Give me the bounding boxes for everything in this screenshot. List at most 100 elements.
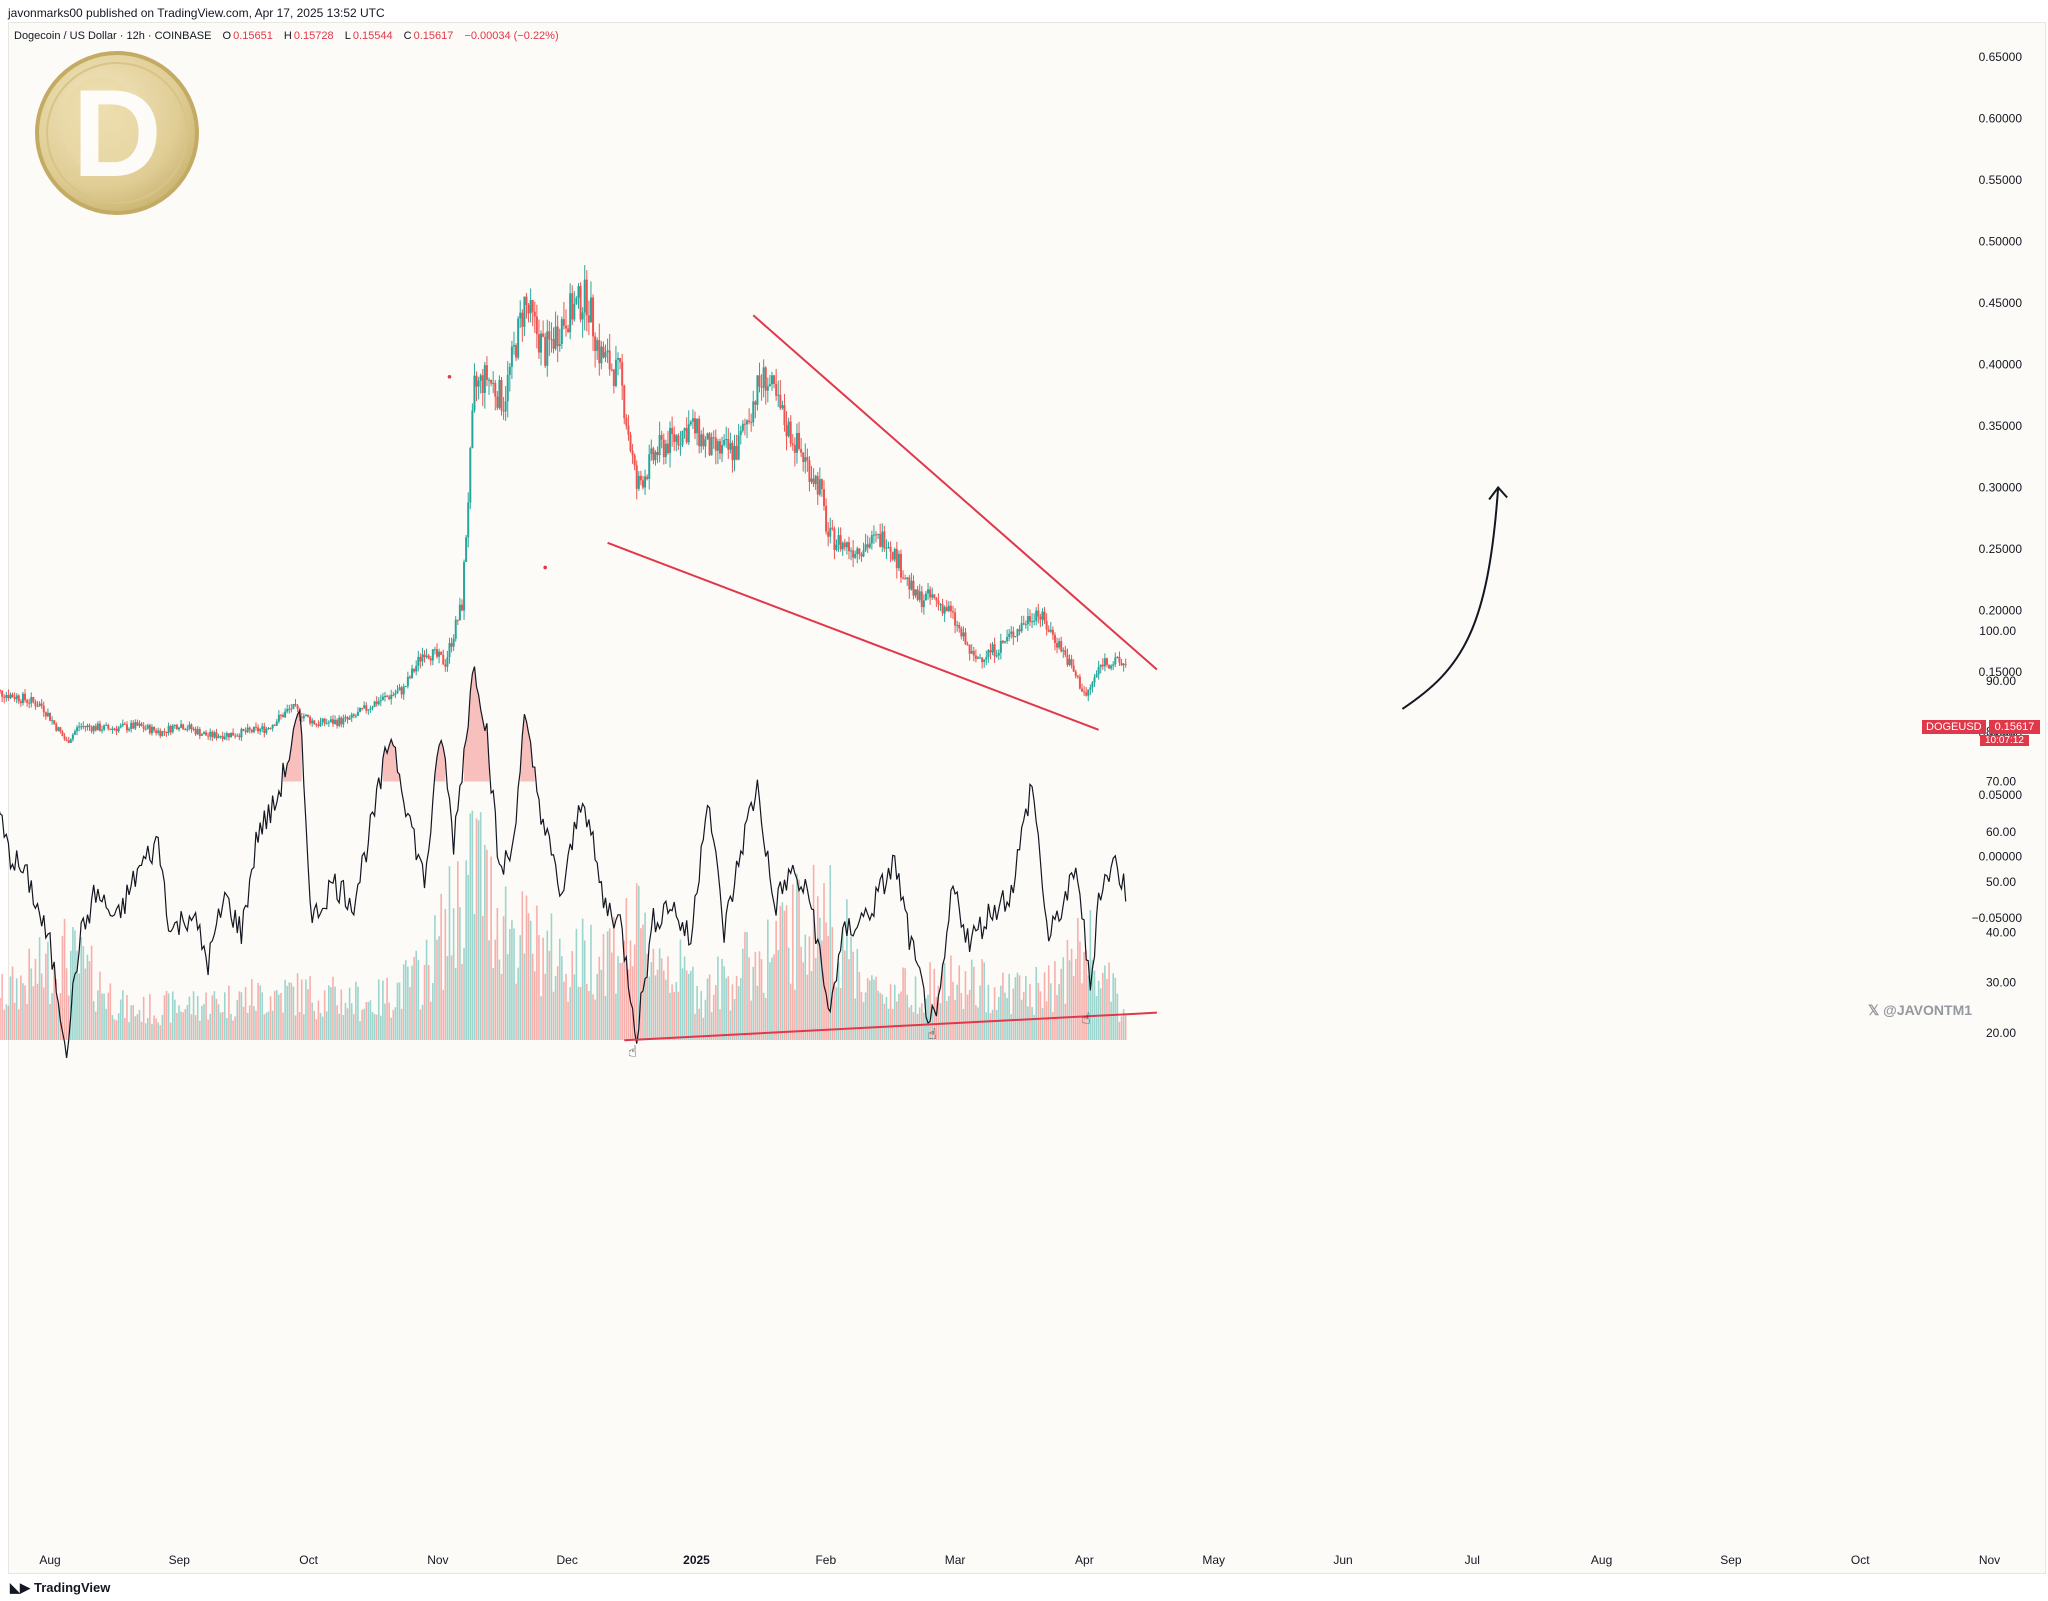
candle-body — [319, 721, 322, 726]
candle-body — [916, 589, 919, 600]
candle-body — [991, 644, 994, 653]
candle-body — [939, 604, 942, 606]
volume-bar — [490, 856, 492, 1040]
volume-bar — [868, 980, 871, 1040]
volume-bar — [554, 975, 557, 1040]
volume-bar — [1014, 977, 1017, 1040]
candle-body — [933, 594, 936, 598]
volume-bar — [816, 896, 819, 1040]
volume-bar — [246, 1012, 249, 1040]
candle-body — [735, 445, 738, 460]
volume-bar — [648, 976, 651, 1040]
volume-bar — [827, 935, 829, 1040]
volume-bar — [939, 1003, 942, 1040]
volume-bar — [36, 983, 39, 1040]
volume-bar — [681, 968, 684, 1040]
candle-body — [423, 654, 426, 658]
candle-body — [419, 656, 422, 662]
candle-body — [365, 705, 368, 711]
candle-body — [1085, 692, 1088, 696]
candle-body — [987, 650, 990, 657]
candle-body — [902, 577, 905, 579]
volume-bar — [97, 990, 99, 1040]
candle-body — [250, 729, 253, 733]
volume-bar — [983, 962, 986, 1040]
candle-body — [885, 547, 888, 549]
volume-bar — [1095, 995, 1098, 1040]
candle-body — [641, 480, 644, 488]
candle-body — [752, 401, 755, 423]
candle-body — [727, 438, 730, 450]
candle-body — [1101, 664, 1104, 667]
candle-body — [190, 724, 193, 730]
legend-symbol[interactable]: Dogecoin / US Dollar · 12h · COINBASE — [14, 30, 212, 42]
volume-bar — [92, 1001, 95, 1040]
candle-body — [458, 604, 461, 621]
candle-body — [639, 475, 642, 481]
volume-bar — [3, 1009, 6, 1040]
price-tick-label: 0.45000 — [1979, 296, 2023, 310]
candle-body — [452, 638, 455, 647]
volume-bar — [209, 1013, 212, 1040]
volume-bar — [402, 964, 405, 1040]
chart-frame[interactable] — [8, 22, 2046, 1574]
candle-body — [178, 727, 180, 730]
candle-body — [188, 724, 191, 729]
candle-body — [92, 725, 95, 732]
volume-bar — [596, 974, 599, 1040]
volume-bar — [844, 950, 846, 1040]
footer[interactable]: ◣▶ TradingView — [10, 1580, 110, 1596]
candles-layer — [0, 265, 1127, 744]
volume-bar — [727, 976, 730, 1040]
volume-bar — [779, 906, 782, 1040]
candle-body — [340, 717, 343, 725]
candle-body — [773, 375, 776, 384]
volume-bar — [323, 990, 326, 1040]
candle-body — [377, 701, 380, 705]
volume-bar — [802, 962, 804, 1040]
candle-body — [960, 628, 963, 637]
volume-bar — [831, 927, 834, 1040]
candle-body — [205, 732, 208, 736]
candle-body — [1028, 616, 1031, 622]
time-tick-label: Nov — [427, 1553, 448, 1567]
volume-bar — [933, 968, 936, 1040]
candle-body — [354, 715, 357, 717]
candle-body — [1043, 611, 1046, 621]
candle-body — [972, 651, 975, 656]
volume-bar — [606, 931, 609, 1040]
volume-bar — [898, 993, 900, 1040]
candle-body — [812, 478, 815, 485]
volume-bar — [496, 907, 499, 1040]
volume-bar — [388, 1002, 390, 1040]
volume-bar — [887, 1008, 890, 1040]
volume-bar — [536, 905, 538, 1040]
candle-body — [109, 728, 112, 730]
candle-body — [535, 316, 538, 335]
volume-bar — [517, 967, 519, 1040]
volume-bar — [608, 928, 611, 1040]
candle-body — [415, 665, 418, 672]
candle-body — [404, 686, 407, 688]
volume-bar — [176, 1012, 178, 1040]
volume-bar — [0, 997, 1, 1040]
volume-bar — [906, 994, 909, 1040]
volume-bar — [660, 958, 663, 1040]
volume-bar — [556, 966, 559, 1040]
volume-bar — [70, 950, 72, 1040]
volume-bar — [577, 986, 580, 1040]
volume-bar — [819, 917, 821, 1040]
projection-arrow — [1401, 487, 1500, 710]
candle-body — [548, 331, 551, 340]
candle-body — [248, 727, 251, 730]
candle-body — [96, 723, 99, 731]
volume-bar — [450, 955, 453, 1040]
candle-body — [282, 715, 285, 718]
volume-bar — [592, 994, 594, 1040]
volume-bar — [217, 1004, 220, 1040]
volume-bar — [138, 1009, 141, 1040]
candle-body — [631, 450, 634, 456]
candle-body — [741, 423, 744, 431]
candle-body — [367, 709, 370, 711]
